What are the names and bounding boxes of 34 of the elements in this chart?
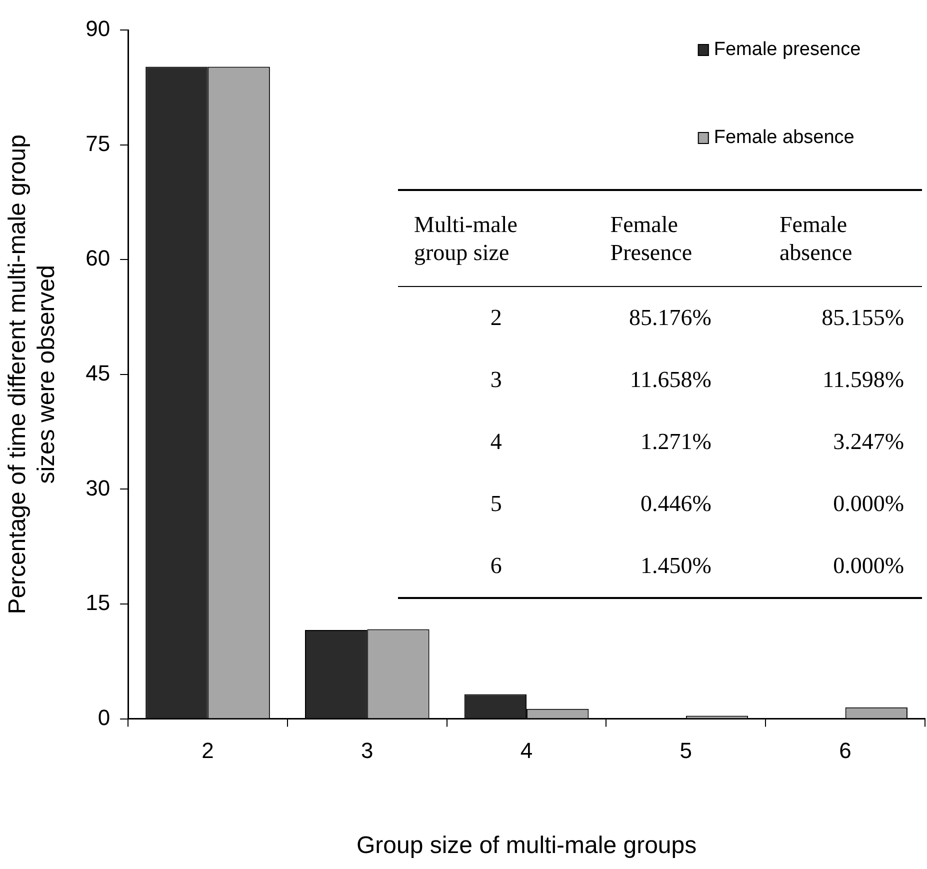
annotation: 0.000% [832, 490, 905, 518]
annotation: 1.271% [640, 428, 712, 456]
y-tick-label: 15 [86, 590, 110, 616]
y-tick-label: 60 [86, 246, 110, 271]
legend-label: Female presence [714, 39, 861, 60]
annotation: 11.598% [821, 366, 905, 394]
x-tick-label: 3 [361, 738, 374, 764]
annotation: 11.658% [628, 366, 712, 394]
legend-label: Female absence [714, 127, 854, 148]
x-tick-label: 5 [680, 738, 692, 764]
x-tick-label: 4 [520, 738, 533, 764]
annotation: 2 [489, 304, 503, 332]
annotation: Female absence [779, 210, 854, 266]
annotation: Multi-male group size [414, 210, 518, 266]
x-tick-label: 2 [202, 738, 214, 764]
x-tick-label: 6 [839, 738, 852, 764]
annotation: 0.446% [640, 490, 712, 518]
annotation: 3.247% [832, 428, 905, 456]
annotation: Female Presence [610, 210, 694, 266]
annotation: 4 [489, 428, 503, 456]
y-tick-label: 90 [86, 16, 110, 42]
y-axis-title: Percentage of time different multi-male group sizes were observed [4, 134, 60, 614]
annotation: 85.176% [628, 304, 712, 332]
annotation: 85.155% [820, 304, 905, 332]
annotation: 3 [489, 366, 503, 394]
annotation: 5 [489, 490, 503, 518]
annotation: 0.000% [763, 535, 922, 598]
annotation: 6 [398, 535, 594, 598]
x-axis-title: Group size of multi-male groups [356, 832, 697, 860]
y-tick-label: 30 [86, 475, 110, 500]
y-tick-label: 45 [86, 360, 110, 386]
annotation: 1.450% [594, 535, 764, 598]
y-tick-label: 0 [98, 704, 110, 730]
y-tick-label: 75 [86, 130, 110, 156]
